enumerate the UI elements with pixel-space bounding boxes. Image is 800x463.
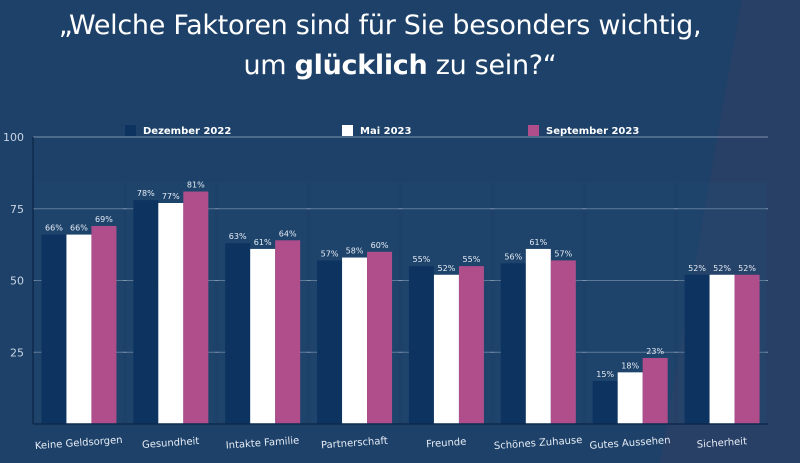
y-axis-ticks: 25 50 75 100: [3, 131, 24, 359]
value-label: 15%: [596, 370, 614, 379]
legend-label-2: Mai 2023: [360, 126, 411, 137]
value-label: 55%: [413, 255, 431, 264]
category-label: Schönes Zuhause: [494, 435, 583, 452]
title-line-2-pre: um: [243, 50, 295, 81]
bar: [133, 200, 159, 424]
bar: [91, 225, 117, 424]
value-label: 18%: [621, 361, 639, 370]
value-label: 57%: [321, 249, 339, 258]
bar: [550, 260, 576, 424]
bar: [41, 234, 67, 424]
bar: [408, 266, 434, 424]
value-label: 66%: [70, 224, 88, 233]
value-label: 61%: [254, 238, 272, 247]
bar: [183, 191, 209, 424]
value-label: 78%: [137, 189, 155, 198]
category-labels: Keine Geldsorgen Gesundheit Intakte Famili…: [35, 435, 748, 452]
title-line-1: „Welche Faktoren sind für Sie besonders …: [58, 10, 702, 41]
legend-swatch-2: [342, 125, 353, 136]
value-label: 81%: [187, 181, 205, 190]
y-tick-label: 75: [10, 203, 24, 216]
bar: [158, 203, 184, 424]
legend-swatch-1: [125, 125, 136, 136]
bar: [525, 248, 551, 424]
value-label: 52%: [688, 264, 706, 273]
bar: [617, 372, 643, 424]
value-label: 60%: [371, 241, 389, 250]
bar: [684, 274, 710, 424]
category-label: Partnerschaft: [321, 436, 388, 452]
y-tick-label: 25: [10, 346, 24, 359]
value-label: 55%: [463, 255, 481, 264]
legend: Dezember 2022 Mai 2023 September 2023: [125, 125, 639, 137]
bar: [642, 357, 668, 424]
value-labels: 66% 66% 69% 78% 77% 81% 63% 61% 64% 57% 58% 60% 55% 5…: [45, 181, 756, 379]
bar: [709, 274, 735, 424]
bars: [35, 182, 766, 424]
value-label: 64%: [279, 229, 297, 238]
category-label: Sicherheit: [696, 436, 747, 450]
bar: [275, 240, 301, 424]
value-label: 61%: [529, 238, 547, 247]
bar: [225, 243, 251, 424]
category-label: Gutes Aussehen: [589, 435, 671, 452]
category-label: Keine Geldsorgen: [35, 435, 123, 452]
axes: [32, 137, 768, 425]
bar: [734, 274, 760, 424]
value-label: 58%: [346, 247, 364, 256]
legend-label-1: Dezember 2022: [143, 126, 231, 137]
value-label: 23%: [646, 347, 664, 356]
value-label: 52%: [713, 264, 731, 273]
bar: [66, 234, 92, 424]
bar: [250, 248, 276, 424]
value-label: 56%: [504, 252, 522, 261]
category-label: Freunde: [426, 437, 467, 451]
legend-label-3: September 2023: [546, 126, 639, 137]
chart-title: „Welche Faktoren sind für Sie besonders …: [0, 6, 800, 86]
title-emphasis: glücklich: [294, 50, 428, 81]
bar: [317, 260, 343, 424]
y-tick-label: 50: [10, 275, 24, 288]
value-label: 69%: [95, 215, 113, 224]
category-label: Gesundheit: [142, 436, 200, 451]
value-label: 66%: [45, 224, 63, 233]
y-tick-label: 100: [3, 131, 24, 144]
legend-swatch-3: [528, 125, 539, 136]
bar: [342, 257, 368, 424]
bar: [500, 263, 526, 424]
bar: [367, 251, 393, 424]
bar: [458, 266, 484, 424]
category-label: Intakte Familie: [225, 435, 299, 451]
value-label: 63%: [229, 232, 247, 241]
bar: [433, 274, 459, 424]
bar: [592, 380, 618, 424]
value-label: 52%: [438, 264, 456, 273]
title-line-2: um glücklich zu sein?“: [0, 46, 800, 86]
title-line-2-post: zu sein?“: [427, 50, 557, 81]
value-label: 52%: [738, 264, 756, 273]
value-label: 57%: [554, 249, 572, 258]
value-label: 77%: [162, 192, 180, 201]
